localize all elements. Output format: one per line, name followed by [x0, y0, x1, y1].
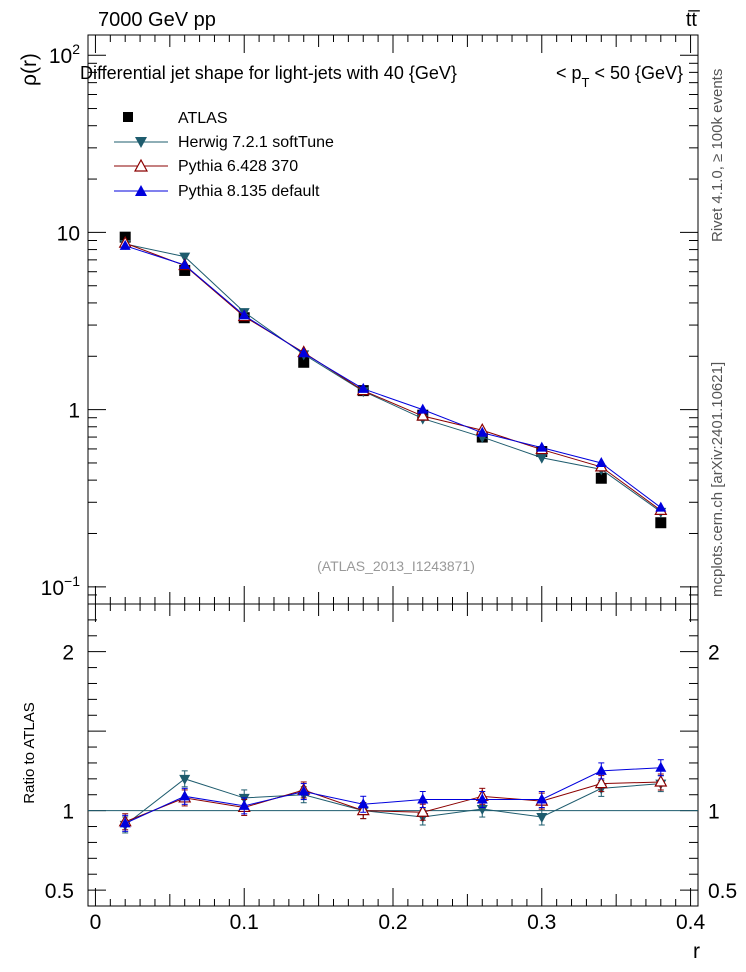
x-tick-labels: 0 0.1 0.2 0.3 0.4 [90, 911, 706, 934]
ratio-y-tick-label-left: 0.5 [45, 880, 74, 903]
rivet-label: Rivet 4.1.0, ≥ 100k events [709, 69, 726, 242]
series-herwig [119, 240, 667, 518]
data-point-pythia8 [357, 382, 369, 393]
ratio-y-tick-label-right: 0.5 [708, 880, 737, 903]
data-point-atlas [179, 264, 191, 276]
ratio-point-herwig [536, 812, 548, 823]
ratio-point-pythia8 [536, 793, 548, 804]
x-tick-label: 0.2 [378, 911, 407, 934]
ratio-point-pythia8 [417, 793, 429, 804]
main-data-series [118, 231, 668, 529]
ratio-point-pythia6 [654, 774, 668, 787]
ratio-y-tick-label-right: 2 [708, 642, 720, 665]
data-point-pythia8 [238, 309, 250, 320]
data-point-pythia8 [417, 403, 429, 414]
x-tick-label: 0.1 [230, 911, 259, 934]
ratio-point-pythia8 [476, 793, 488, 804]
ratio-line-herwig [124, 778, 661, 826]
series-line-pythia8 [125, 245, 662, 508]
ratio-series-pythia8 [119, 759, 667, 832]
legend-marker-atlas [123, 112, 133, 122]
series-line-herwig [125, 243, 662, 513]
ratio-plot-frame [87, 603, 699, 907]
main-axis-ticks [88, 35, 698, 605]
ratio-point-pythia8 [655, 761, 667, 772]
legend-label-atlas: ATLAS [178, 110, 228, 127]
data-point-pythia8 [536, 441, 548, 452]
ratio-axis-ticks [88, 603, 698, 907]
ratio-point-pythia8 [357, 798, 369, 809]
process-label: tt̅ [686, 9, 700, 31]
series-line-pythia6 [125, 242, 662, 511]
ratio-point-herwig [179, 774, 191, 785]
ratio-y-tick-label-right: 1 [708, 801, 720, 824]
ratio-point-pythia8 [298, 785, 310, 796]
data-point-atlas [655, 517, 667, 529]
ratio-point-pythia8 [238, 799, 250, 810]
ratio-point-pythia6 [416, 804, 430, 817]
data-point-pythia8 [595, 456, 607, 467]
data-point-pythia8 [179, 258, 191, 269]
main-y-tick-label: 10 [57, 222, 80, 245]
data-point-pythia8 [119, 239, 131, 250]
legend-label-herwig: Herwig 7.2.1 softTune [178, 134, 334, 151]
data-point-atlas [595, 472, 607, 484]
ratio-point-pythia8 [119, 817, 131, 828]
plot-title: Differential jet shape for light-jets wi… [80, 63, 457, 83]
analysis-reference: (ATLAS_2013_I1243871) [317, 558, 475, 574]
legend: ATLAS Herwig 7.2.1 softTune Pythia 6.428… [114, 110, 334, 200]
x-tick-label: 0.3 [527, 911, 556, 934]
data-point-herwig [536, 453, 548, 464]
ratio-point-pythia8 [179, 790, 191, 801]
data-point-pythia6 [416, 408, 430, 421]
data-point-pythia8 [655, 501, 667, 512]
ratio-y-tick-labels: 2 2 1 1 0.5 0.5 [45, 642, 737, 903]
main-y-tick-labels: 102 10 1 10−1 [41, 41, 81, 600]
data-point-atlas [298, 356, 310, 368]
series-atlas [119, 231, 667, 529]
x-tick-label: 0 [90, 911, 102, 934]
legend-marker-pythia8 [135, 185, 147, 196]
main-y-tick-label: 1 [68, 400, 80, 423]
series-pythia8 [119, 239, 667, 512]
x-tick-label: 0.4 [676, 911, 706, 934]
ratio-point-pythia8 [595, 764, 607, 775]
mcplots-label: mcplots.cern.ch [arXiv:2401.10621] [709, 362, 726, 597]
plot-title-pt-range: < pT < 50 {GeV} [556, 63, 683, 90]
data-point-pythia8 [298, 347, 310, 358]
ratio-y-tick-label-left: 2 [62, 642, 74, 665]
ratio-data-series [88, 759, 698, 834]
main-y-axis-label: ρ(r) [18, 53, 41, 86]
ratio-point-pythia6 [594, 776, 608, 789]
main-y-tick-label: 102 [49, 41, 80, 68]
ratio-line-pythia6 [125, 781, 661, 823]
ratio-y-axis-label: Ratio to ATLAS [21, 702, 38, 803]
ratio-y-tick-label-left: 1 [62, 801, 74, 824]
main-y-tick-label: 10−1 [41, 573, 81, 600]
data-point-herwig [179, 252, 191, 263]
energy-label: 7000 GeV pp [98, 9, 216, 31]
x-axis-label: r [693, 940, 700, 963]
legend-marker-pythia6 [133, 158, 149, 172]
legend-label-pythia6: Pythia 6.428 370 [178, 158, 298, 175]
ratio-line-pythia8 [124, 767, 661, 824]
legend-marker-herwig [135, 137, 147, 148]
data-point-pythia8 [476, 426, 488, 437]
legend-label-pythia8: Pythia 8.135 default [178, 183, 320, 200]
